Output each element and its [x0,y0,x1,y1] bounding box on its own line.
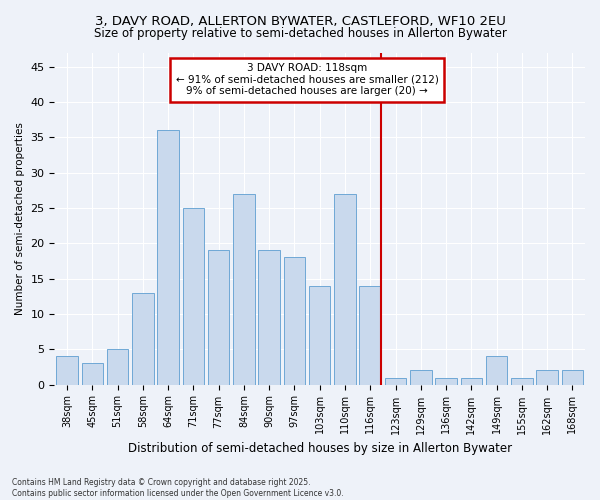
Bar [536,370,558,384]
Bar [157,130,179,384]
Text: Size of property relative to semi-detached houses in Allerton Bywater: Size of property relative to semi-detach… [94,28,506,40]
Y-axis label: Number of semi-detached properties: Number of semi-detached properties [15,122,25,315]
Bar [284,258,305,384]
Bar [259,250,280,384]
Bar [410,370,431,384]
Bar [461,378,482,384]
Bar [334,194,356,384]
Text: 3, DAVY ROAD, ALLERTON BYWATER, CASTLEFORD, WF10 2EU: 3, DAVY ROAD, ALLERTON BYWATER, CASTLEFO… [95,15,505,28]
Bar [182,208,204,384]
Bar [309,286,331,384]
Bar [132,292,154,384]
Bar [435,378,457,384]
Bar [82,364,103,384]
Text: Contains HM Land Registry data © Crown copyright and database right 2025.
Contai: Contains HM Land Registry data © Crown c… [12,478,344,498]
Bar [486,356,508,384]
Bar [107,349,128,384]
Text: 3 DAVY ROAD: 118sqm
← 91% of semi-detached houses are smaller (212)
9% of semi-d: 3 DAVY ROAD: 118sqm ← 91% of semi-detach… [176,63,439,96]
Bar [359,286,381,384]
Bar [233,194,254,384]
Bar [385,378,406,384]
Bar [208,250,229,384]
Bar [511,378,533,384]
Bar [562,370,583,384]
X-axis label: Distribution of semi-detached houses by size in Allerton Bywater: Distribution of semi-detached houses by … [128,442,512,455]
Bar [56,356,78,384]
